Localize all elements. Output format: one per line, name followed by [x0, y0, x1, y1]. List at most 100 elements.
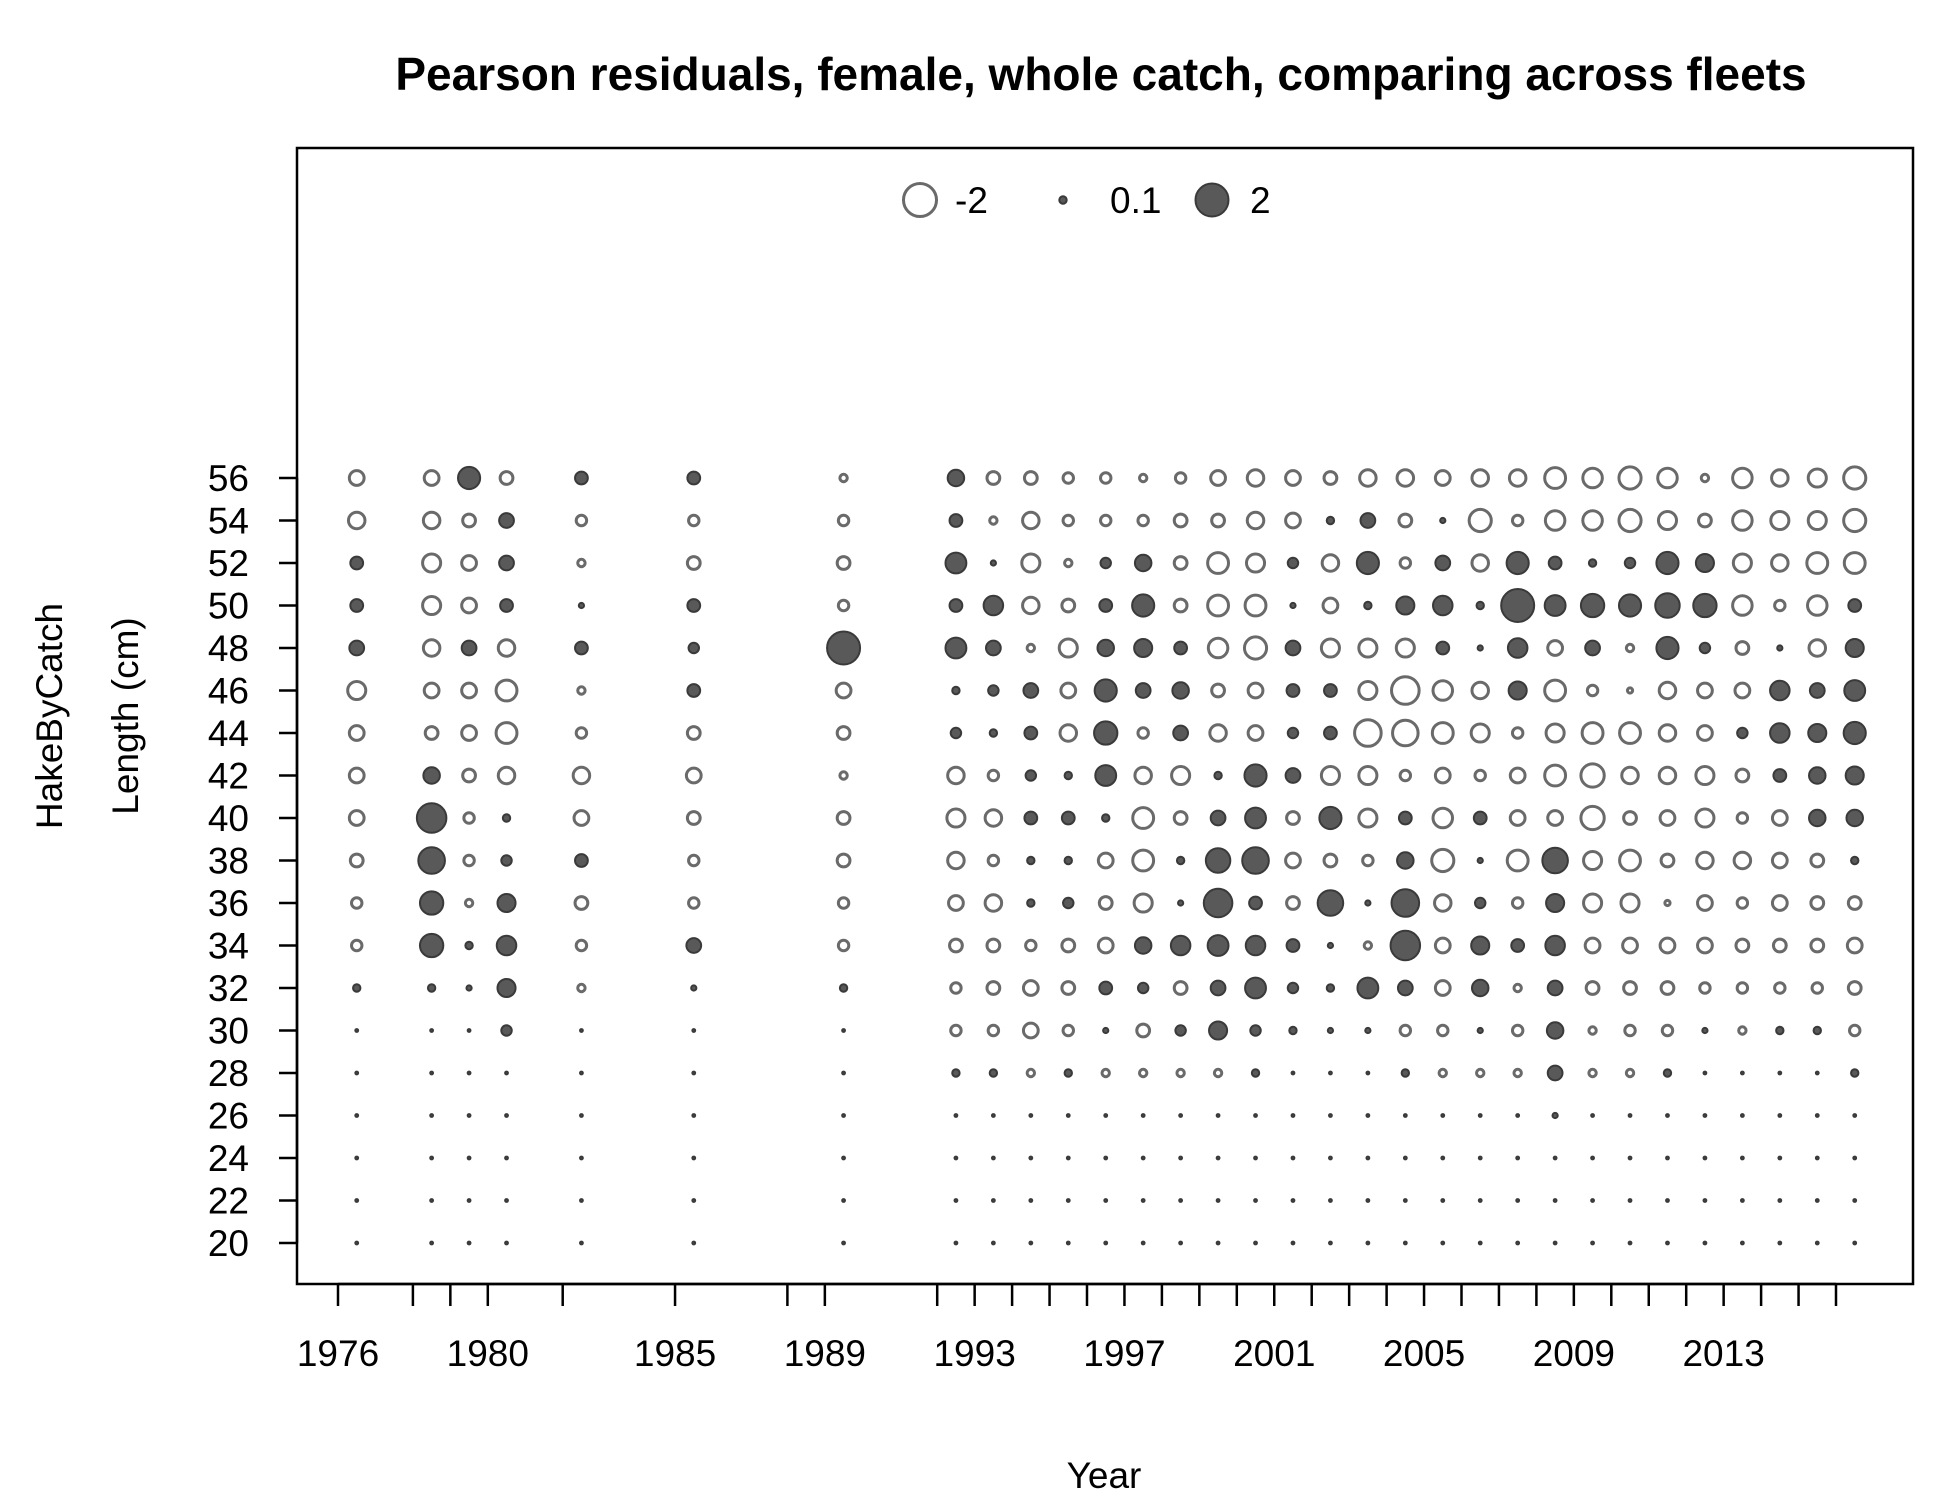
- positive-residual-bubble: [1213, 770, 1223, 781]
- negative-residual-bubble: [347, 766, 366, 785]
- positive-residual-bubble: [1365, 1155, 1371, 1161]
- positive-residual-bubble: [1316, 889, 1345, 917]
- negative-residual-bubble: [1470, 680, 1490, 701]
- positive-residual-bubble: [1627, 1113, 1633, 1118]
- positive-residual-bubble: [1133, 553, 1153, 573]
- positive-residual-bubble: [1140, 1113, 1146, 1118]
- positive-residual-bubble: [686, 598, 702, 613]
- negative-residual-bubble: [1657, 680, 1678, 701]
- negative-residual-bubble: [346, 510, 367, 531]
- positive-residual-bubble: [1692, 592, 1718, 619]
- negative-residual-bubble: [1845, 936, 1864, 955]
- negative-residual-bubble: [350, 938, 364, 953]
- negative-residual-bubble: [985, 470, 1002, 486]
- negative-residual-bubble: [986, 768, 1001, 783]
- positive-residual-bubble: [1439, 516, 1447, 525]
- positive-residual-bubble: [1844, 765, 1865, 786]
- positive-residual-bubble: [944, 636, 968, 660]
- negative-residual-bubble: [1660, 1023, 1675, 1038]
- positive-residual-bubble: [1023, 810, 1039, 826]
- negative-residual-bubble: [347, 724, 366, 742]
- positive-residual-bubble: [1290, 1113, 1296, 1118]
- negative-residual-bubble: [1505, 848, 1530, 873]
- negative-residual-bubble: [1699, 472, 1711, 484]
- negative-residual-bubble: [835, 852, 852, 869]
- negative-residual-bubble: [684, 766, 703, 785]
- positive-residual-bubble: [1178, 1113, 1184, 1118]
- negative-residual-bubble: [986, 853, 1001, 868]
- positive-residual-bubble: [1807, 722, 1828, 744]
- y-tick-label: 50: [208, 586, 249, 627]
- negative-residual-bubble: [1543, 678, 1568, 703]
- positive-residual-bubble: [1551, 1111, 1559, 1120]
- positive-residual-bubble: [685, 937, 703, 954]
- negative-residual-bubble: [1100, 1067, 1111, 1079]
- negative-residual-bubble: [1285, 810, 1301, 826]
- positive-residual-bubble: [1028, 1198, 1034, 1203]
- negative-residual-bubble: [460, 596, 478, 615]
- positive-residual-bubble: [1814, 1240, 1820, 1246]
- positive-residual-bubble: [466, 1113, 472, 1118]
- negative-residual-bubble: [1137, 1067, 1149, 1079]
- y-tick-label: 38: [208, 841, 249, 882]
- negative-residual-bubble: [1848, 1023, 1862, 1038]
- positive-residual-bubble: [1169, 934, 1192, 957]
- negative-residual-bubble: [1394, 637, 1416, 659]
- negative-residual-bubble: [1021, 1021, 1040, 1040]
- positive-residual-bubble: [1777, 1113, 1783, 1118]
- positive-residual-bubble: [988, 1068, 999, 1078]
- positive-residual-bubble: [579, 1070, 584, 1076]
- positive-residual-bubble: [1023, 725, 1039, 741]
- positive-residual-bubble: [1812, 1025, 1822, 1036]
- positive-residual-bubble: [466, 1155, 472, 1161]
- positive-residual-bubble: [1775, 1025, 1785, 1036]
- negative-residual-bubble: [835, 810, 852, 826]
- negative-residual-bubble: [1173, 471, 1188, 485]
- positive-residual-bubble: [1397, 810, 1413, 826]
- negative-residual-bubble: [1512, 1067, 1523, 1079]
- negative-residual-bubble: [1805, 551, 1830, 575]
- positive-residual-bubble: [1060, 810, 1076, 826]
- positive-residual-bubble: [496, 892, 517, 914]
- positive-residual-bubble: [1359, 512, 1377, 529]
- negative-residual-bubble: [1433, 936, 1452, 955]
- positive-residual-bubble: [501, 813, 512, 823]
- positive-residual-bubble: [1253, 1240, 1258, 1246]
- positive-residual-bubble: [691, 1113, 697, 1118]
- positive-residual-bubble: [841, 1113, 846, 1118]
- positive-residual-bubble: [1103, 1240, 1109, 1246]
- positive-residual-bubble: [1248, 895, 1263, 911]
- positive-residual-bubble: [984, 639, 1002, 657]
- negative-residual-bubble: [1735, 811, 1750, 825]
- positive-residual-bubble: [1507, 680, 1528, 701]
- negative-residual-bubble: [1321, 596, 1340, 615]
- negative-residual-bubble: [572, 809, 591, 827]
- negative-residual-bubble: [1585, 683, 1600, 698]
- negative-residual-bubble: [1770, 851, 1789, 870]
- positive-residual-bubble: [1506, 637, 1529, 659]
- negative-residual-bubble: [1390, 675, 1421, 706]
- negative-residual-bubble: [685, 555, 702, 571]
- negative-residual-bubble: [1136, 726, 1150, 740]
- negative-residual-bubble: [1436, 1023, 1450, 1038]
- positive-residual-bubble: [1365, 1113, 1371, 1118]
- negative-residual-bubble: [1622, 980, 1638, 996]
- positive-residual-bubble: [1175, 855, 1186, 866]
- bubble-layer: [346, 465, 1868, 1246]
- positive-residual-bubble: [1584, 639, 1601, 657]
- negative-residual-bubble: [1132, 892, 1154, 914]
- positive-residual-bubble: [1028, 1240, 1034, 1246]
- positive-residual-bubble: [415, 802, 448, 834]
- negative-residual-bubble: [1320, 553, 1341, 573]
- negative-residual-bubble: [347, 469, 366, 487]
- positive-residual-bubble: [691, 1198, 697, 1203]
- negative-residual-bubble: [1284, 511, 1302, 530]
- negative-residual-bubble: [1357, 679, 1379, 702]
- negative-residual-bubble: [1618, 721, 1642, 745]
- negative-residual-bubble: [1583, 936, 1602, 955]
- y-tick-label: 22: [208, 1181, 249, 1222]
- negative-residual-bubble: [1357, 764, 1379, 787]
- positive-residual-bubble: [1093, 720, 1119, 746]
- positive-residual-bubble: [1440, 1240, 1446, 1246]
- negative-residual-bubble: [1770, 809, 1789, 827]
